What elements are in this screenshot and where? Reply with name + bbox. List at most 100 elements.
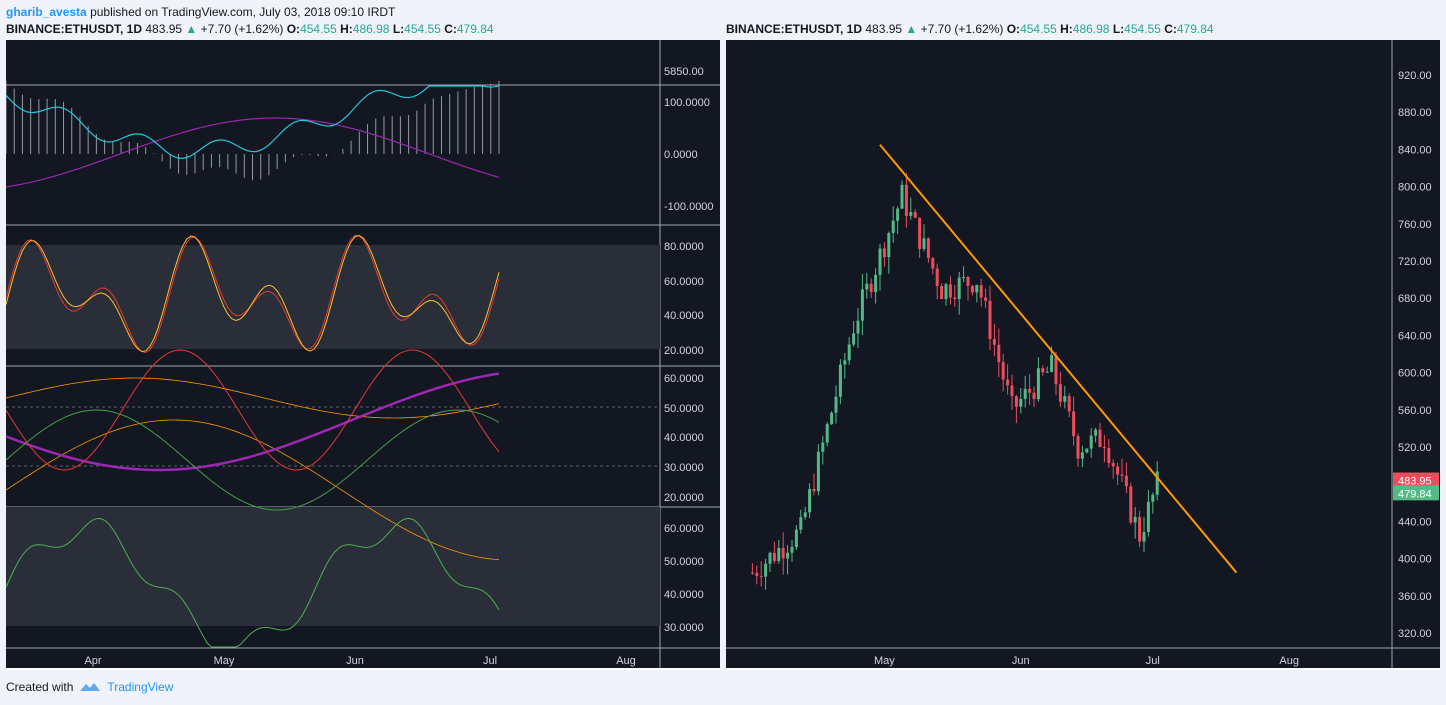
indicator-tick-label: 60.0000 xyxy=(664,523,704,535)
candle-body xyxy=(830,412,834,425)
candle-body xyxy=(997,344,1001,363)
tradingview-link[interactable]: TradingView xyxy=(107,680,174,694)
candle-body xyxy=(957,277,961,300)
candle-body xyxy=(1076,436,1080,459)
candle-body xyxy=(764,563,768,577)
price-tick-label: 360.00 xyxy=(1398,591,1432,603)
indicator-tick-label: -100.0000 xyxy=(664,201,714,213)
candle-body xyxy=(979,285,983,298)
indicator-tick-label: 100.0000 xyxy=(664,97,710,109)
candle-body xyxy=(1120,474,1124,476)
osc-band xyxy=(6,507,660,626)
price-tick-label: 800.00 xyxy=(1398,182,1432,194)
candle-body xyxy=(1014,396,1018,407)
candle-body xyxy=(808,488,812,513)
indicator-tick-label: 80.0000 xyxy=(664,241,704,253)
candle-body xyxy=(1138,516,1142,542)
footer: Created with TradingView xyxy=(6,680,173,694)
right-price-chart[interactable]: 920.00 880.00 840.00 800.00 760.00 720.00 680.… xyxy=(726,40,1440,670)
time-tick-label: Jul xyxy=(483,655,497,667)
candle-body xyxy=(1028,388,1032,393)
candle-body xyxy=(918,217,922,249)
open-label: O: xyxy=(286,22,301,36)
indicator-tick-label: 60.0000 xyxy=(664,276,704,288)
candle-body xyxy=(790,546,794,553)
close-label: C: xyxy=(1164,22,1177,36)
candle-body xyxy=(1107,448,1111,464)
candle-body xyxy=(1032,392,1036,400)
candle-body xyxy=(812,488,816,492)
candle-body xyxy=(891,220,895,234)
indicator-tick-label: 40.0000 xyxy=(664,589,704,601)
candle-body xyxy=(1010,385,1014,397)
candle-body xyxy=(1006,379,1010,386)
stoch-d-line xyxy=(6,234,500,352)
right-plot-bg xyxy=(726,40,1392,668)
candle-body xyxy=(1146,501,1150,533)
candle-body xyxy=(882,248,886,258)
open-value: 454.55 xyxy=(300,22,337,36)
candle-body xyxy=(992,339,996,345)
indicator-tick-label: 20.0000 xyxy=(664,492,704,504)
candle-body xyxy=(825,424,829,443)
price-tick-label: 440.00 xyxy=(1398,516,1432,528)
candle-body xyxy=(799,517,803,530)
right-price-axis xyxy=(1392,40,1440,668)
candle-body xyxy=(781,548,785,559)
candle-body xyxy=(843,360,847,365)
published-text: published on TradingView.com, July 03, 2… xyxy=(90,5,396,19)
last-price-marker xyxy=(1393,472,1439,488)
candle-body xyxy=(856,320,860,334)
up-arrow-icon: ▲ xyxy=(185,22,198,36)
candle-body xyxy=(1151,494,1155,502)
price-tick-label: 560.00 xyxy=(1398,405,1432,417)
candle-body xyxy=(1001,362,1005,380)
candle-body xyxy=(834,396,838,413)
candle-body xyxy=(904,184,908,216)
candle-body xyxy=(821,442,825,452)
candle-body xyxy=(1058,384,1062,402)
candle-body xyxy=(847,344,851,361)
left-axis-labels: 5850.00 100.0000 0.0000 -100.0000 80.0000 60.… xyxy=(84,66,713,667)
indicator-tick-label: 60.0000 xyxy=(664,373,704,385)
price-tick-label: 520.00 xyxy=(1398,442,1432,454)
candle-body xyxy=(887,233,891,258)
band-middle-line xyxy=(6,372,500,472)
candle-body xyxy=(1072,411,1076,437)
time-tick-label: Jul xyxy=(1146,655,1160,667)
candle-body xyxy=(988,300,992,340)
candle-body xyxy=(1155,471,1159,495)
price-tick-label: 5850.00 xyxy=(664,66,704,78)
band-green-line xyxy=(6,409,500,511)
candle-body xyxy=(896,208,900,221)
price-tick-label: 720.00 xyxy=(1398,256,1432,268)
candle-body xyxy=(1116,466,1120,475)
time-tick-label: Jun xyxy=(1012,655,1030,667)
time-tick-label: Apr xyxy=(84,655,101,667)
time-tick-label: Jun xyxy=(346,655,364,667)
low-label: L: xyxy=(1112,22,1125,36)
band-lower-line xyxy=(6,419,500,561)
indicator-tick-label: 20.0000 xyxy=(664,345,704,357)
macd-line xyxy=(6,85,500,159)
candle-body xyxy=(874,274,878,293)
close-price-marker-label: 479.84 xyxy=(1398,488,1432,500)
candle-body xyxy=(759,575,763,577)
author-link[interactable]: gharib_avesta xyxy=(6,5,87,19)
last-price-marker-label: 483.95 xyxy=(1398,476,1432,488)
candle-body xyxy=(922,238,926,249)
left-symbol-info: BINANCE:ETHUSDT, 1D 483.95 ▲ +7.70 (+1.6… xyxy=(6,22,494,36)
left-indicator-chart[interactable]: 5850.00 100.0000 0.0000 -100.0000 80.0000 60.… xyxy=(6,40,720,670)
candle-body xyxy=(1067,396,1071,412)
high-label: H: xyxy=(340,22,353,36)
candle-body xyxy=(1102,446,1106,449)
created-with-text: Created with xyxy=(6,680,74,694)
candle-body xyxy=(1098,429,1102,447)
low-value: 454.55 xyxy=(1124,22,1161,36)
price-tick-label: 840.00 xyxy=(1398,144,1432,156)
candle-body xyxy=(1041,368,1045,373)
indicator-tick-label: 50.0000 xyxy=(664,556,704,568)
resistance-trendline[interactable] xyxy=(879,144,1238,574)
candle-body xyxy=(962,277,966,279)
close-value: 479.84 xyxy=(1176,22,1214,36)
